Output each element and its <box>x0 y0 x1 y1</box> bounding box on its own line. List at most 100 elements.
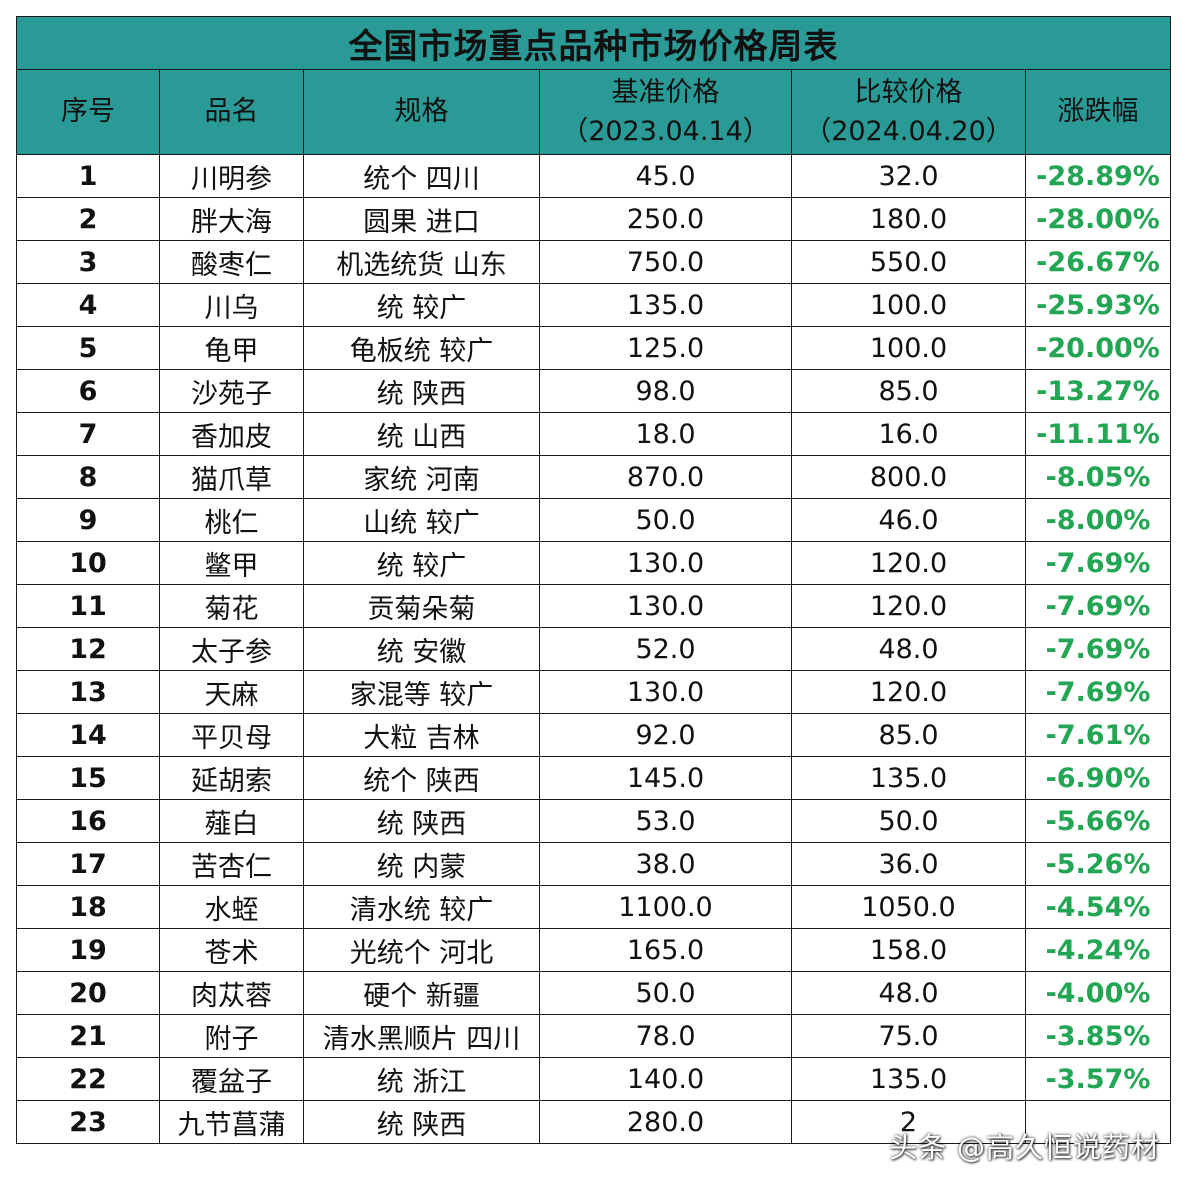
row-base-price-cell: 78.0 <box>539 1014 792 1058</box>
row-name-cell: 香加皮 <box>159 412 304 456</box>
row-name-cell: 菊花 <box>159 584 304 628</box>
row-name-cell: 苍术 <box>159 928 304 972</box>
row-index-cell: 5 <box>16 326 160 370</box>
table-row: 13 天麻 家混等 较广 130.0 120.0 -7.69% <box>16 670 1172 714</box>
row-spec-cell: 清水黑顺片 四川 <box>303 1014 540 1058</box>
row-name-cell: 苦杏仁 <box>159 842 304 886</box>
header-base-date: （2023.04.14） <box>561 116 770 147</box>
row-compare-price-cell: 158.0 <box>791 928 1026 972</box>
table-row: 9 桃仁 山统 较广 50.0 46.0 -8.00% <box>16 498 1172 542</box>
table-row: 21 附子 清水黑顺片 四川 78.0 75.0 -3.85% <box>16 1014 1172 1058</box>
row-compare-price-cell: 120.0 <box>791 584 1026 628</box>
row-spec-cell: 统 较广 <box>303 283 540 327</box>
table-row: 8 猫爪草 家统 河南 870.0 800.0 -8.05% <box>16 455 1172 499</box>
row-name-cell: 川乌 <box>159 283 304 327</box>
row-change-cell: -4.24% <box>1024 928 1172 972</box>
row-index-cell: 12 <box>16 627 160 671</box>
row-index-cell: 11 <box>16 584 160 628</box>
row-name-cell: 沙苑子 <box>159 369 304 413</box>
header-compare-price-label: 比较价格 <box>854 76 963 108</box>
table-row: 2 胖大海 圆果 进口 250.0 180.0 -28.00% <box>16 197 1172 241</box>
row-index-cell: 10 <box>16 541 160 585</box>
table-row: 14 平贝母 大粒 吉林 92.0 85.0 -7.61% <box>16 713 1172 757</box>
row-change-cell: -26.67% <box>1024 240 1172 284</box>
table-title: 全国市场重点品种市场价格周表 <box>15 16 1172 70</box>
row-index-cell: 8 <box>16 455 160 499</box>
row-compare-price-cell: 100.0 <box>791 326 1026 370</box>
row-change-cell: -3.85% <box>1024 1014 1172 1058</box>
row-base-price-cell: 165.0 <box>539 928 792 972</box>
row-index-cell: 18 <box>16 885 160 929</box>
row-compare-price-cell: 100.0 <box>791 283 1026 327</box>
row-base-price-cell: 870.0 <box>539 455 792 499</box>
row-compare-price-cell: 135.0 <box>791 1057 1026 1101</box>
table-body: 1 川明参 统个 四川 45.0 32.0 -28.89% 2 胖大海 圆果 进口 250.0 18… <box>16 154 1172 1144</box>
price-sheet: 全国市场重点品种市场价格周表 序号 品名 规格 基准价格 （2023.04.14… <box>15 16 1172 1170</box>
row-name-cell: 鳖甲 <box>159 541 304 585</box>
row-change-cell: -7.69% <box>1024 670 1172 714</box>
row-spec-cell: 机选统货 山东 <box>303 240 540 284</box>
row-name-cell: 酸枣仁 <box>159 240 304 284</box>
table-row: 1 川明参 统个 四川 45.0 32.0 -28.89% <box>16 154 1172 198</box>
row-base-price-cell: 50.0 <box>539 971 792 1015</box>
row-index-cell: 15 <box>16 756 160 800</box>
header-spec: 规格 <box>303 69 540 155</box>
row-name-cell: 猫爪草 <box>159 455 304 499</box>
row-index-cell: 9 <box>16 498 160 542</box>
row-name-cell: 天麻 <box>159 670 304 714</box>
row-change-cell: -7.69% <box>1024 627 1172 671</box>
row-name-cell: 肉苁蓉 <box>159 971 304 1015</box>
row-compare-price-cell: 180.0 <box>791 197 1026 241</box>
row-spec-cell: 家混等 较广 <box>303 670 540 714</box>
row-index-cell: 6 <box>16 369 160 413</box>
row-name-cell: 川明参 <box>159 154 304 198</box>
row-change-cell: -6.90% <box>1024 756 1172 800</box>
row-index-cell: 20 <box>16 971 160 1015</box>
row-spec-cell: 统 陕西 <box>303 369 540 413</box>
row-compare-price-cell: 800.0 <box>791 455 1026 499</box>
table-row: 19 苍术 光统个 河北 165.0 158.0 -4.24% <box>16 928 1172 972</box>
row-name-cell: 桃仁 <box>159 498 304 542</box>
row-base-price-cell: 135.0 <box>539 283 792 327</box>
row-name-cell: 延胡索 <box>159 756 304 800</box>
row-base-price-cell: 45.0 <box>539 154 792 198</box>
row-change-cell: -7.61% <box>1024 713 1172 757</box>
row-base-price-cell: 250.0 <box>539 197 792 241</box>
row-index-cell: 2 <box>16 197 160 241</box>
row-compare-price-cell: 85.0 <box>791 713 1026 757</box>
table-row: 22 覆盆子统 浙江 140.0 135.0 -3.57% <box>16 1057 1172 1101</box>
row-compare-price-cell: 48.0 <box>791 627 1026 671</box>
row-base-price-cell: 750.0 <box>539 240 792 284</box>
row-spec-cell: 统个 陕西 <box>303 756 540 800</box>
row-change-cell: -8.05% <box>1024 455 1172 499</box>
row-index-cell: 17 <box>16 842 160 886</box>
row-index-cell: 14 <box>16 713 160 757</box>
row-spec-cell: 统 较广 <box>303 541 540 585</box>
table-row: 18 水蛭 清水统 较广 1100.0 1050.0 -4.54% <box>16 885 1172 929</box>
table-row: 10 鳖甲统 较广 130.0 120.0 -7.69% <box>16 541 1172 585</box>
row-change-cell: -25.93% <box>1024 283 1172 327</box>
row-name-cell: 薤白 <box>159 799 304 843</box>
row-spec-cell: 统 陕西 <box>303 799 540 843</box>
row-base-price-cell: 140.0 <box>539 1057 792 1101</box>
row-index-cell: 7 <box>16 412 160 456</box>
row-base-price-cell: 18.0 <box>539 412 792 456</box>
row-spec-cell: 山统 较广 <box>303 498 540 542</box>
row-name-cell: 平贝母 <box>159 713 304 757</box>
row-change-cell: -4.00% <box>1024 971 1172 1015</box>
table-row: 4 川乌统 较广 135.0 100.0 -25.93% <box>16 283 1172 327</box>
header-index: 序号 <box>16 69 160 155</box>
header-name: 品名 <box>159 69 304 155</box>
row-base-price-cell: 50.0 <box>539 498 792 542</box>
row-name-cell: 太子参 <box>159 627 304 671</box>
row-base-price-cell: 52.0 <box>539 627 792 671</box>
row-change-cell: -8.00% <box>1024 498 1172 542</box>
table-row: 3 酸枣仁 机选统货 山东 750.0 550.0 -26.67% <box>16 240 1172 284</box>
row-compare-price-cell: 120.0 <box>791 670 1026 714</box>
header-change: 涨跌幅 <box>1024 69 1172 155</box>
table-row: 20 肉苁蓉 硬个 新疆 50.0 48.0 -4.00% <box>16 971 1172 1015</box>
row-spec-cell: 光统个 河北 <box>303 928 540 972</box>
row-compare-price-cell: 32.0 <box>791 154 1026 198</box>
row-change-cell: -5.66% <box>1024 799 1172 843</box>
table-row: 16 薤白统 陕西 53.0 50.0 -5.66% <box>16 799 1172 843</box>
